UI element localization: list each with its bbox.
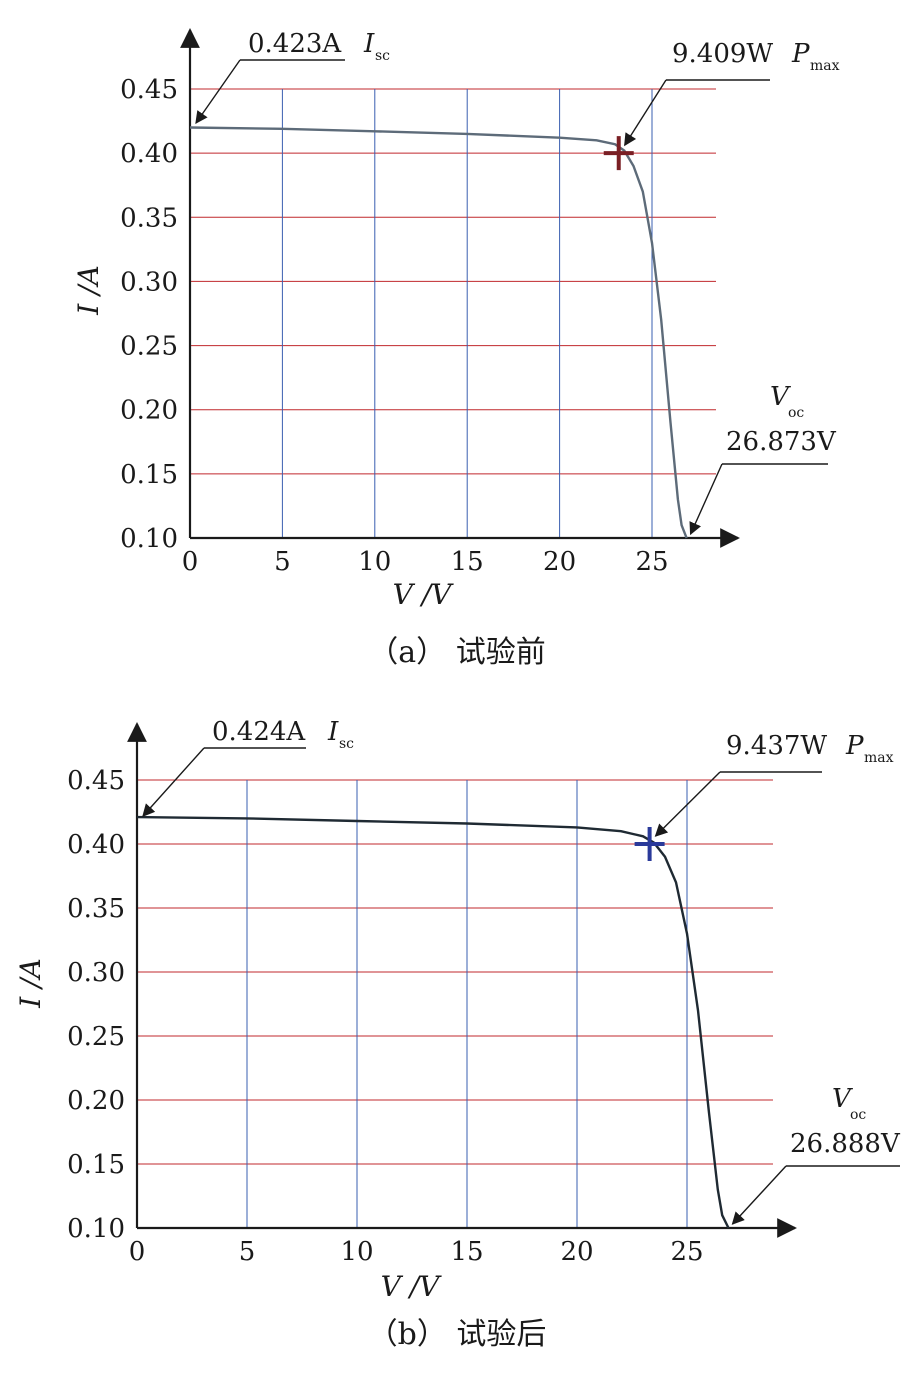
y-tick-label: 0.35 [120, 203, 178, 233]
chart-panel-a: 0.45 0.40 0.35 0.30 0.25 0.20 0.15 0.100 5 10 15 20… [72, 28, 840, 670]
voc-value: 26.873V [726, 427, 837, 457]
voc-value: 26.888V [790, 1129, 901, 1159]
y-tick-label: 0.10 [120, 524, 178, 554]
isc-arrow [195, 59, 241, 125]
x-tick-label: 25 [670, 1237, 703, 1267]
pmax-value: 9.409W [672, 39, 773, 69]
x-tick-label: 20 [560, 1237, 593, 1267]
voc-arrow [689, 463, 723, 536]
voc-arrow [731, 1165, 787, 1225]
iv-curve [189, 126, 688, 539]
y-tick-label: 0.30 [67, 958, 125, 988]
x-tick-label: 15 [450, 1237, 483, 1267]
chart-panel-b: 0.45 0.40 0.35 0.30 0.25 0.20 0.15 0.100 5 10 15 20… [14, 717, 901, 1352]
y-tick-label: 0.35 [67, 894, 125, 924]
y-tick-label: 0.25 [67, 1022, 125, 1052]
isc-symbol: I [327, 717, 339, 747]
x-tick-label: 15 [451, 547, 484, 577]
pmax-marker [603, 136, 634, 171]
y-tick-label: 0.25 [120, 332, 178, 362]
x-tick-label: 10 [340, 1237, 373, 1267]
figure-caption: （b） 试验后 [368, 1317, 547, 1352]
y-tick-label: 0.45 [120, 75, 178, 105]
pmax-symbol: P [791, 39, 810, 69]
voc-subscript: oc [850, 1107, 866, 1123]
y-tick-label: 0.20 [120, 396, 178, 426]
y-axis-title: I /A [14, 958, 47, 1009]
pmax-subscript: max [864, 750, 894, 766]
x-tick-label: 20 [543, 547, 576, 577]
x-axis-title: V /V [393, 578, 455, 611]
iv-curve [136, 815, 730, 1229]
isc-value: 0.424A [212, 717, 306, 747]
isc-subscript: sc [339, 736, 354, 752]
x-tick-label: 0 [182, 547, 199, 577]
pmax-marker [634, 827, 665, 861]
x-tick-label: 5 [274, 547, 291, 577]
x-tick-label: 10 [358, 547, 391, 577]
y-axis-title: I /A [72, 265, 105, 316]
y-tick-label: 0.30 [120, 267, 178, 297]
voc-subscript: oc [788, 405, 804, 421]
y-tick-label: 0.15 [120, 460, 178, 490]
figure-caption: （a） 试验前 [368, 635, 545, 670]
y-tick-label: 0.20 [67, 1086, 125, 1116]
y-tick-label: 0.40 [120, 139, 178, 169]
y-tick-label: 0.45 [67, 766, 125, 796]
pmax-value: 9.437W [726, 731, 827, 761]
y-tick-label: 0.40 [67, 830, 125, 860]
x-axis-title: V /V [381, 1270, 443, 1303]
pmax-arrow [654, 771, 721, 837]
isc-subscript: sc [375, 48, 390, 64]
pmax-symbol: P [845, 731, 864, 761]
voc-symbol: V [832, 1084, 853, 1114]
pmax-arrow [624, 79, 667, 147]
voc-symbol: V [770, 382, 791, 412]
y-tick-label: 0.10 [67, 1214, 125, 1244]
pmax-subscript: max [810, 58, 840, 74]
isc-symbol: I [363, 29, 375, 59]
x-tick-label: 5 [239, 1237, 256, 1267]
x-tick-label: 25 [635, 547, 668, 577]
isc-value: 0.423A [248, 29, 342, 59]
isc-arrow [142, 747, 205, 817]
y-tick-label: 0.15 [67, 1150, 125, 1180]
x-tick-label: 0 [129, 1237, 146, 1267]
